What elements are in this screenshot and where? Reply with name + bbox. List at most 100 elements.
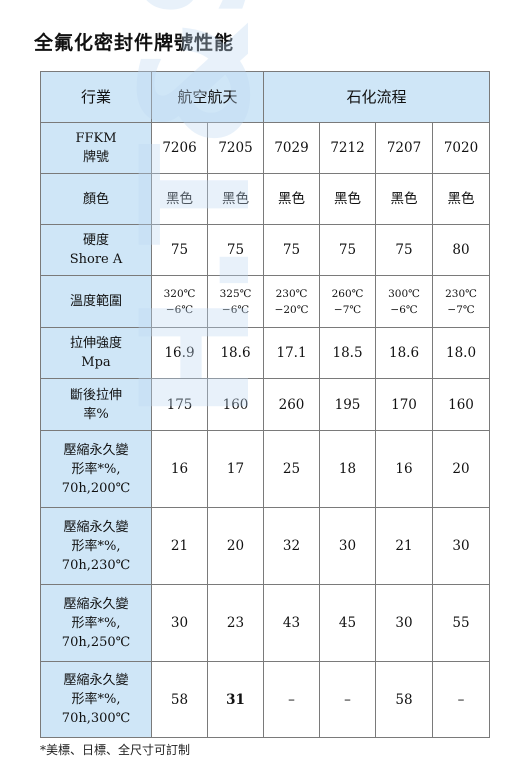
table-cell-compression-set-200c: 17 (206, 430, 265, 508)
row-label-line: 顏色 (82, 191, 109, 207)
row-label-line: 溫度範圍 (69, 294, 122, 309)
row-label-line: 70h,250℃ (61, 634, 131, 650)
ffkm-properties-table: 行業 航空航天 石化流程 FFKM 牌號 7206 7205 7029 7212 7207 7… (40, 71, 491, 738)
table-row-hardness: 硬度 Shore A 75 75 75 75 75 80 (40, 224, 491, 276)
row-label-line: Shore A (69, 252, 123, 267)
row-label-elongation: 斷後拉伸率% (40, 378, 152, 431)
cell-line: −6℃ (221, 303, 250, 316)
table-cell-grade: 7020 (432, 122, 491, 174)
table-cell-color: 黑色 (151, 173, 208, 225)
table-cell-grade: 7206 (151, 122, 208, 174)
table-cell-compression-set-300c: – (432, 661, 491, 738)
table-cell-compression-set-250c: 43 (263, 584, 321, 662)
table-cell-temperature-range: 325℃ −6℃ (206, 275, 265, 328)
table-cell-hardness: 75 (206, 224, 265, 276)
row-label-line: 形率*%, (71, 538, 121, 554)
table-row-elongation: 斷後拉伸 率% 175 160 260 195 170 160 (40, 378, 491, 431)
table-cell-compression-set-200c: 16 (151, 430, 208, 508)
table-cell-grade: 7207 (375, 122, 434, 174)
table-cell-compression-set-250c: 30 (151, 584, 208, 662)
row-label-line: FFKM (75, 131, 117, 146)
table-cell-tensile-strength: 18.5 (319, 327, 377, 379)
row-label-line: 形率*%, (71, 461, 121, 477)
cell-line: −20℃ (274, 303, 309, 316)
row-label-color: 顏色 (40, 173, 152, 225)
table-cell-elongation: 260 (263, 378, 321, 431)
row-label-line: 70h,300℃ (61, 711, 131, 726)
row-label-line: 壓縮永久變 (63, 519, 129, 535)
table-row-compression-set-230c: 壓縮永久變 形率*%, 70h,230℃ 21 20 32 30 21 30 (40, 507, 491, 585)
row-label-compression-set-230c: 壓縮永久變形率*%, 70h,230℃ (40, 507, 152, 585)
cell-line: 230℃ (275, 287, 308, 300)
table-cell-color: 黑色 (319, 173, 377, 225)
table-cell-compression-set-230c: 32 (263, 507, 321, 585)
table-cell-elongation: 160 (206, 378, 265, 431)
row-label-line: 70h,230℃ (61, 557, 131, 573)
table-row-grade: FFKM 牌號 7206 7205 7029 7212 7207 7020 (40, 122, 491, 174)
row-label-grade: FFKM 牌號 (40, 122, 152, 174)
table-cell-tensile-strength: 18.0 (432, 327, 491, 379)
table-cell-compression-set-200c: 20 (432, 430, 491, 508)
table-cell-color: 黑色 (432, 173, 491, 225)
table-cell-hardness: 75 (375, 224, 434, 276)
table-cell-elongation: 195 (319, 378, 377, 431)
table-cell-hardness: 75 (319, 224, 377, 276)
table-cell-temperature-range: 320℃ −6℃ (151, 275, 208, 328)
table-cell-grade: 7029 (263, 122, 321, 174)
table-cell-temperature-range: 260℃ −7℃ (319, 275, 377, 328)
table-cell-color: 黑色 (375, 173, 434, 225)
table-cell-compression-set-200c: 25 (263, 430, 321, 508)
cell-line: 320℃ (163, 287, 196, 300)
row-label-line: 壓縮永久變 (63, 596, 129, 612)
cell-line: 230℃ (445, 287, 477, 300)
row-label-tensile-strength: 拉伸強度 Mpa (40, 327, 152, 379)
cell-line: 325℃ (219, 287, 252, 300)
table-cell-tensile-strength: 16.9 (151, 327, 208, 379)
table-cell-compression-set-250c: 23 (206, 584, 265, 662)
header-industry: 行業 (40, 71, 152, 123)
page-title: 全氟化密封件牌號性能 (34, 32, 235, 54)
table-cell-compression-set-230c: 30 (432, 507, 491, 585)
table-row-compression-set-250c: 壓縮永久變 形率*%, 70h,250℃ 30 23 43 45 30 55 (40, 584, 491, 662)
table-row-temperature-range: 溫度範圍 320℃ −6℃ 325℃ −6℃ 230℃ −20℃ 260℃ −7℃ 300℃ −6℃… (40, 275, 491, 328)
table-row-compression-set-300c: 壓縮永久變 形率*%, 70h,300℃ 58 31– –58– (40, 661, 491, 738)
row-label-compression-set-300c: 壓縮永久變 形率*%, 70h,300℃ (40, 661, 152, 738)
table-cell-compression-set-250c: 45 (319, 584, 377, 662)
row-label-line: 率% (83, 406, 109, 422)
table-cell-compression-set-230c: 20 (206, 507, 265, 585)
row-label-line: 形率*%, (71, 692, 121, 707)
table-cell-compression-set-230c: 21 (375, 507, 434, 585)
table-cell-hardness: 80 (432, 224, 491, 276)
table-cell-compression-set-300c: 31 (206, 661, 265, 738)
table-cell-compression-set-300c: 58 (375, 661, 434, 738)
row-label-compression-set-200c: 壓縮永久變形率*%, 70h,200℃ (40, 430, 152, 508)
table-cell-compression-set-230c: 21 (151, 507, 208, 585)
table-cell-temperature-range: 300℃ −6℃ (375, 275, 434, 328)
table-cell-temperature-range: 230℃ −7℃ (432, 275, 491, 328)
row-label-line: 斷後拉伸 (69, 387, 122, 403)
header-aerospace: 航空航天 (150, 71, 265, 123)
table-cell-color: 黑色 (263, 173, 321, 225)
table-cell-tensile-strength: 18.6 (206, 327, 265, 379)
table-cell-tensile-strength: 17.1 (263, 327, 321, 379)
table-cell-color: 黑色 (206, 173, 265, 225)
table-cell-compression-set-200c: 18 (319, 430, 377, 508)
cell-line: −6℃ (165, 303, 194, 316)
table-cell-compression-set-300c: 58 (151, 661, 208, 738)
row-label-line: 牌號 (82, 150, 109, 165)
cell-line: −7℃ (333, 303, 362, 316)
row-label-line: 硬度 (82, 233, 109, 248)
cell-line: 260℃ (331, 287, 364, 300)
row-label-line: 形率*%, (71, 615, 121, 631)
table-cell-hardness: 75 (263, 224, 321, 276)
table-cell-compression-set-250c: 30 (375, 584, 434, 662)
row-label-line: 壓縮永久變 (63, 442, 129, 458)
row-label-line: 70h,200℃ (61, 480, 131, 496)
table-cell-elongation: 175 (151, 378, 208, 431)
footnote: *美標、日標、全尺寸可訂制 (40, 743, 191, 757)
table-cell-grade: 7205 (206, 122, 265, 174)
row-label-hardness: 硬度 Shore A (40, 224, 152, 276)
table-cell-elongation: 170 (375, 378, 434, 431)
table-cell-tensile-strength: 18.6 (375, 327, 434, 379)
table-cell-compression-set-200c: 16 (375, 430, 434, 508)
